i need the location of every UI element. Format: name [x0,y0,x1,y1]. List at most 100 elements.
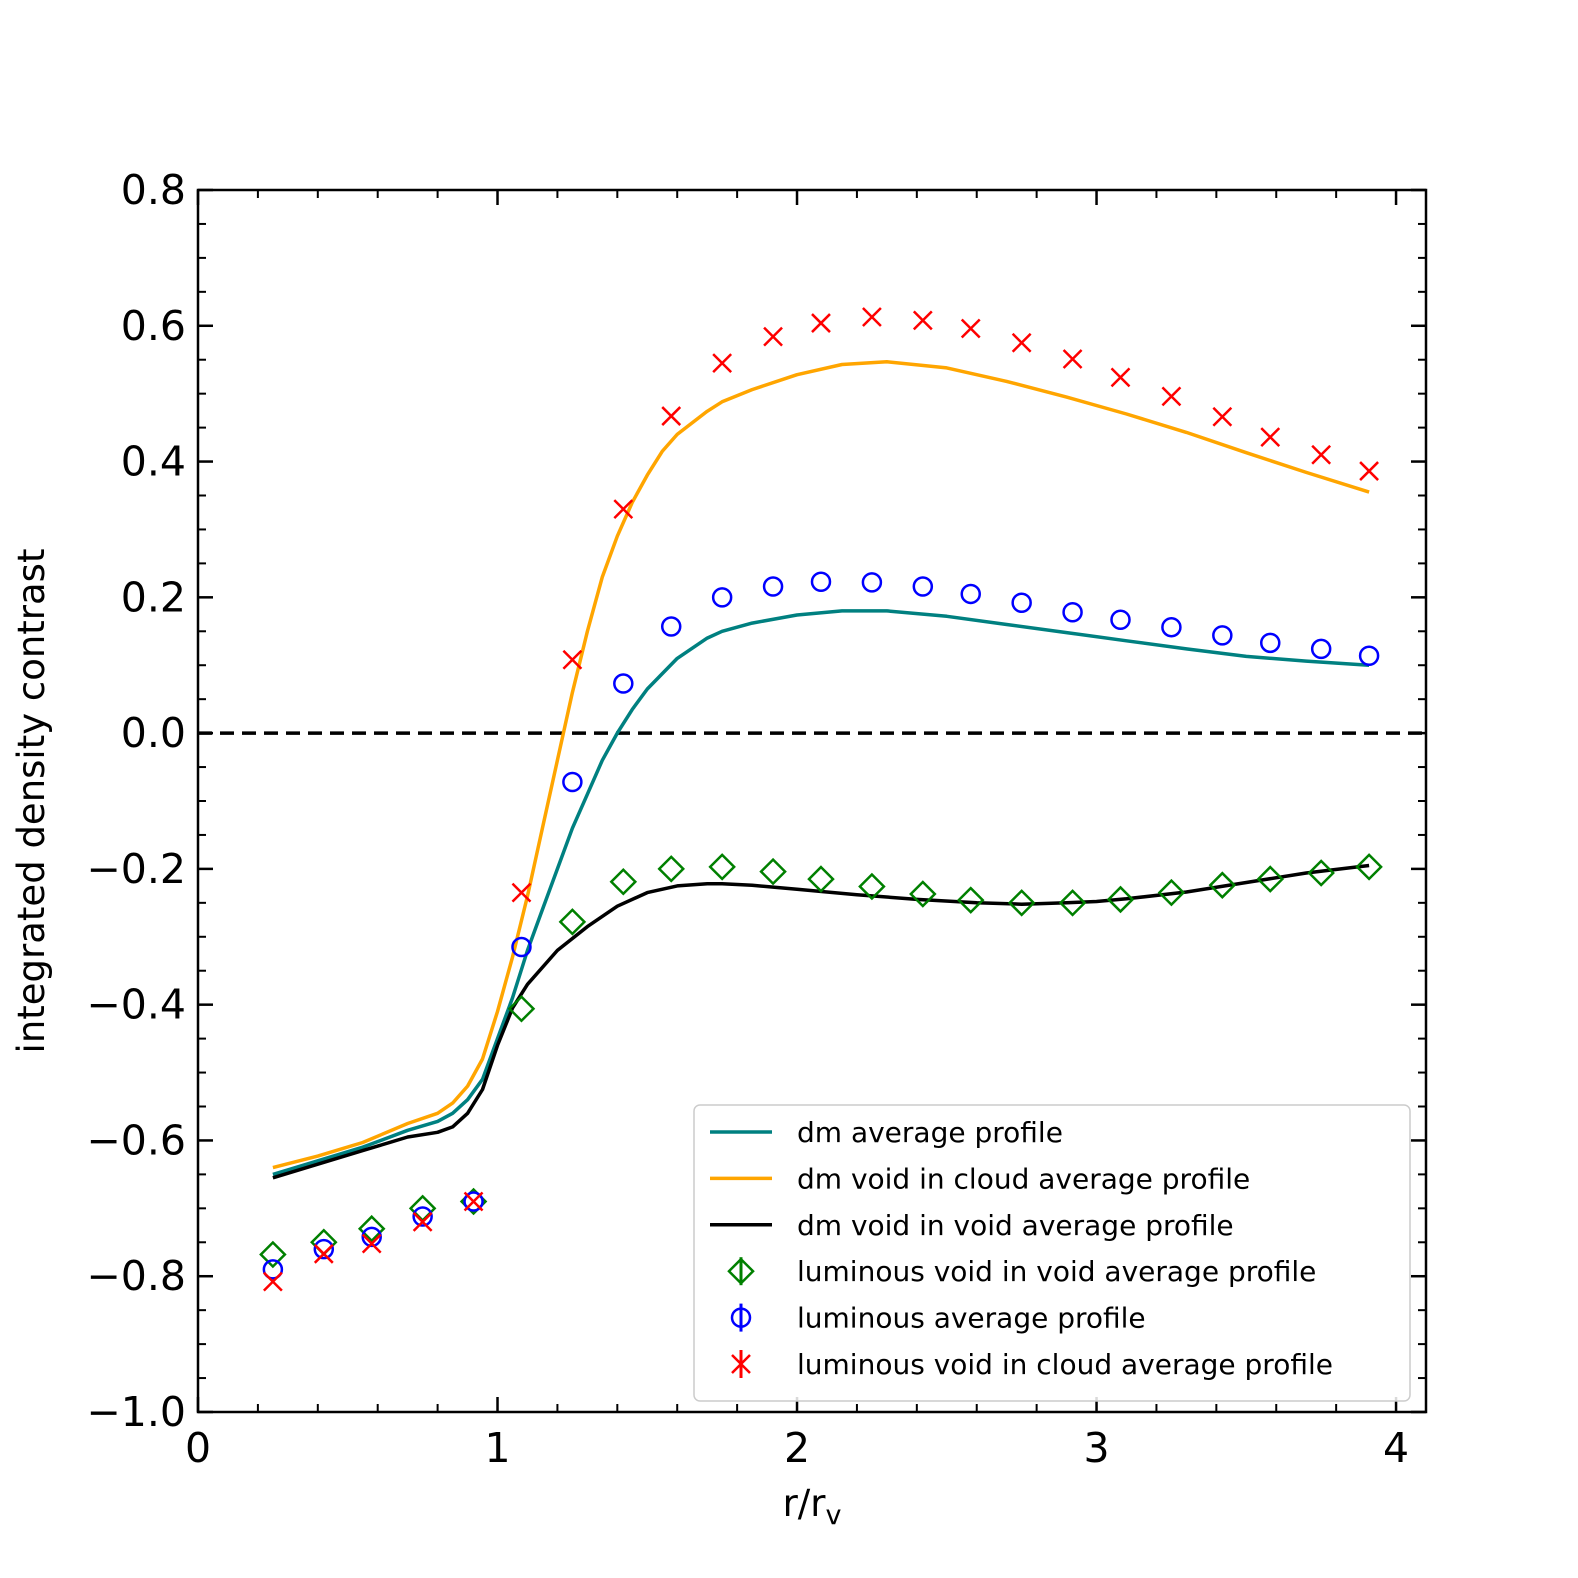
marker-series-3 [262,307,1379,1292]
plot-area [198,307,1426,1292]
tick-labels-layer: 0 1 2 3 4 −1.0 −0.8 −0.6 −0.4 −0.2 0.0 0.2 0.4 0.6 0.8 [86,166,1409,1472]
x-tick-label: 1 [484,1424,510,1472]
y-tick-label: −0.2 [86,845,186,893]
y-tick-label: 0.6 [121,302,186,350]
x-point [313,1243,334,1264]
legend-marker-swatch [727,1257,755,1285]
series-layer [198,307,1426,1292]
x-tick-label: 3 [1083,1424,1109,1472]
circle-point [1212,625,1233,646]
x-point [1062,349,1083,369]
x-tick-label: 0 [185,1424,211,1472]
y-tick-label: −0.4 [86,981,186,1029]
legend-label: dm average profile [797,1116,1063,1149]
circle-point [313,1238,335,1260]
x-point [1212,406,1233,427]
circle-point [412,1206,433,1227]
x-point [361,1233,382,1254]
legend-label: dm void in void average profile [797,1209,1234,1242]
circle-point [1358,645,1380,666]
circle-point [711,587,733,608]
legend-box [693,1104,1411,1402]
diamond-point [1058,889,1087,917]
marker-series-2 [262,571,1380,1280]
x-tick-label: 2 [784,1424,810,1472]
diamond-point [1106,885,1135,914]
x-point [811,313,831,333]
circle-point [562,771,583,793]
diamond-point [1208,871,1237,899]
x-point [1011,332,1032,353]
diamond-point [259,1240,287,1269]
diamond-point [909,880,937,908]
diamond-point [609,868,638,896]
diamond-point [507,994,536,1023]
diamond-point [956,886,985,914]
y-tick-label: 0.0 [121,709,186,757]
circle-point [1310,638,1332,660]
legend-marker-swatch [730,1307,752,1328]
x-point [912,310,933,331]
circle-point [912,576,934,597]
x-point [1260,427,1281,447]
legend-label: dm void in cloud average profile [797,1162,1250,1195]
circle-point [463,1191,484,1212]
legend-marker-swatch [731,1354,751,1374]
series-line-3 [272,863,1370,1180]
x-point [862,307,882,327]
x-point [763,326,783,347]
diamond-point [357,1214,386,1243]
y-tick-label: 0.8 [121,166,186,214]
diamond-point [1307,859,1335,887]
x-point [1110,367,1131,388]
circle-point [1062,602,1083,623]
x-point [463,1191,484,1212]
legend: dm average profile dm void in cloud avera… [693,1104,1411,1402]
y-tick-label: −0.6 [86,1116,186,1164]
x-point [1161,386,1182,407]
legend-entries: dm average profile dm void in cloud avera… [710,1116,1333,1381]
legend-label: luminous void in cloud average profile [797,1348,1333,1381]
x-point [1311,444,1332,465]
circle-point [1011,592,1032,614]
circle-point [361,1226,382,1248]
x-tick-label: 4 [1383,1424,1409,1472]
circle-point [660,616,682,637]
legend-label: luminous average profile [797,1302,1146,1335]
diamond-point [1355,853,1383,881]
x-point [661,406,682,426]
circle-point [1161,616,1182,638]
diamond-point [1256,865,1285,893]
x-point [712,353,733,374]
y-tick-label: 0.2 [121,573,186,621]
y-tick-label: 0.4 [121,438,186,486]
x-point [613,499,634,519]
x-point [562,649,583,670]
diamond-point [657,855,685,883]
y-tick-label: −1.0 [86,1388,186,1436]
circle-point [262,1259,284,1280]
y-tick-label: −0.8 [86,1252,186,1300]
x-point [960,318,981,339]
circle-point [613,673,634,694]
diamond-point [759,857,787,886]
circle-point [861,572,883,593]
series-line-1 [272,609,1370,1177]
legend-label: luminous void in void average profile [797,1255,1316,1288]
x-point [412,1212,433,1232]
diamond-point [708,853,736,881]
ticks-layer [196,188,1426,1414]
circle-point [511,936,532,958]
circle-point [810,571,832,592]
circle-point [1260,632,1281,654]
diamond-point [1007,889,1036,917]
circle-point [1110,609,1131,630]
circle-point [960,583,981,605]
x-point [511,882,532,903]
diamond-point [858,872,886,901]
y-axis-label: integrated density contrast [10,549,53,1054]
diamond-point [558,908,587,936]
series-line-2 [272,360,1370,1170]
x-point [1359,461,1379,481]
